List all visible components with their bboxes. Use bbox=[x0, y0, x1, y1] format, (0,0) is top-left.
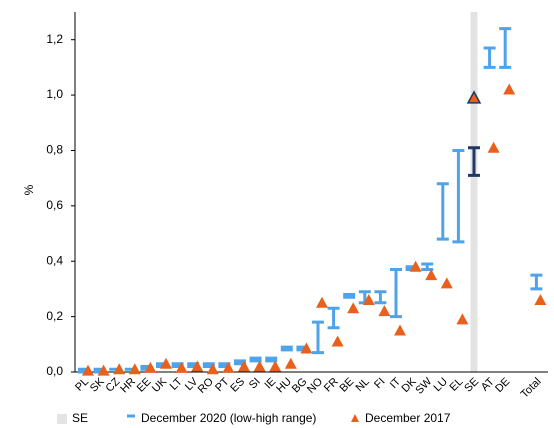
range-bar bbox=[452, 148, 465, 244]
range-bar bbox=[421, 262, 434, 272]
triangle-marker bbox=[206, 363, 219, 375]
range-bar bbox=[374, 290, 387, 305]
range-bar bbox=[280, 345, 293, 352]
highlight-band bbox=[470, 12, 478, 372]
triangle-marker bbox=[316, 296, 328, 308]
x-tick-label: DE bbox=[493, 376, 512, 395]
triangle-marker bbox=[394, 324, 406, 336]
triangle-marker bbox=[144, 361, 157, 373]
x-tick-label: Total bbox=[519, 376, 544, 401]
range-bar bbox=[312, 320, 324, 355]
triangle-marker bbox=[503, 83, 516, 95]
triangle-marker bbox=[82, 364, 94, 376]
y-tick-label: 1,0 bbox=[46, 87, 63, 101]
triangle-marker bbox=[378, 305, 391, 317]
triangle-marker bbox=[175, 361, 188, 373]
range-bar bbox=[483, 46, 496, 69]
x-tick-label: NL bbox=[354, 376, 372, 394]
triangle-marker bbox=[456, 313, 469, 325]
legend-swatch bbox=[57, 414, 67, 424]
range-bar bbox=[530, 273, 543, 291]
range-bar bbox=[468, 146, 480, 177]
triangle-marker bbox=[347, 302, 360, 314]
triangle-marker bbox=[409, 260, 422, 272]
range-bar bbox=[327, 306, 340, 330]
triangle-marker bbox=[191, 360, 204, 372]
triangle-marker bbox=[331, 335, 344, 347]
triangle-marker bbox=[269, 360, 282, 372]
triangle-marker bbox=[284, 357, 297, 369]
y-axis-label: % bbox=[22, 184, 36, 195]
y-tick-label: 0,8 bbox=[46, 143, 63, 157]
y-tick-label: 0,6 bbox=[46, 198, 63, 212]
triangle-marker bbox=[253, 360, 266, 372]
range-bar bbox=[499, 27, 512, 69]
x-tick-label: SI bbox=[247, 376, 263, 392]
y-tick-label: 0,4 bbox=[46, 253, 63, 267]
y-tick-label: 0,2 bbox=[46, 309, 63, 323]
x-tick-label: UK bbox=[150, 375, 170, 395]
range-bar bbox=[390, 268, 402, 319]
triangle-marker bbox=[113, 363, 126, 375]
triangle-marker bbox=[160, 357, 172, 369]
triangle-marker bbox=[128, 363, 141, 375]
triangle-marker bbox=[534, 294, 547, 305]
range-bar bbox=[436, 182, 449, 241]
legend-swatch bbox=[351, 414, 359, 422]
triangle-marker bbox=[466, 90, 482, 104]
triangle-marker bbox=[222, 361, 235, 373]
triangle-marker bbox=[487, 141, 500, 153]
range-bar bbox=[265, 356, 278, 363]
triangle-marker bbox=[440, 277, 453, 289]
triangle-marker bbox=[238, 360, 250, 372]
range-bar bbox=[343, 292, 356, 299]
triangle-marker bbox=[362, 294, 375, 305]
legend-label: December 2020 (low-high range) bbox=[141, 411, 316, 425]
legend-label: SE bbox=[72, 411, 88, 425]
range-bar bbox=[249, 356, 262, 363]
legend-label: December 2017 bbox=[365, 411, 451, 425]
x-tick-label: FI bbox=[372, 376, 387, 391]
triangle-marker bbox=[97, 364, 110, 376]
triangle-marker bbox=[300, 342, 313, 354]
y-tick-label: 1,2 bbox=[46, 32, 63, 46]
triangle-marker bbox=[425, 269, 438, 281]
y-tick-label: 0,0 bbox=[46, 364, 63, 378]
x-tick-label: ES bbox=[228, 376, 247, 395]
